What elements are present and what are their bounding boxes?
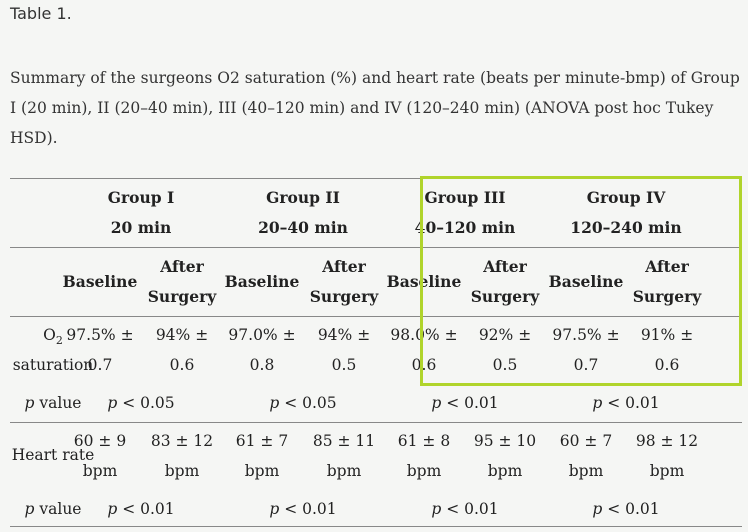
o2-value-line2: 0.5 [331,356,357,374]
row-label-hr-p: p value [10,494,96,524]
p-italic: p [431,500,442,518]
o2-value-line2: 0.8 [249,356,275,374]
hr-value-line2: bpm [487,462,523,480]
o2-value-line1: 94% ± [317,326,371,344]
p-value: < 0.05 [122,394,175,412]
subheader-after: After [645,257,689,276]
p-value: < 0.01 [607,500,660,518]
o2-subscript: 2 [55,334,63,348]
p-italic: p [24,394,35,412]
row-label-heart-rate: Heart rate [11,446,95,464]
subheader-baseline: Baseline [386,272,462,291]
p-italic: p [592,500,603,518]
hr-value-line1: 95 ± 10 [473,432,537,450]
hr-value-line2: bpm [82,462,118,480]
o2-value-line1: 97.5% ± [66,326,134,344]
o2-value-line2: 0.5 [492,356,518,374]
o2-value-line1: 94% ± [155,326,209,344]
o2-value-line1: 91% ± [640,326,694,344]
group-header-time: 20–40 min [258,218,348,237]
table-rule-top [10,178,742,179]
table-caption: Summary of the surgeons O2 saturation (%… [10,69,740,147]
row-label-o2-line2: saturation [12,356,94,374]
hr-value-line1: 60 ± 7 [559,432,613,450]
p-italic: p [431,394,442,412]
hr-p-value: p < 0.01 [222,494,384,524]
o2-p-value: p < 0.05 [222,388,384,418]
o2-value-line1: 98.0% ± [390,326,458,344]
subheader-surgery: Surgery [147,287,217,306]
p-value-text: value [34,500,82,518]
group-header-time: 20 min [110,218,172,237]
o2-value-line2: 0.7 [87,356,113,374]
row-label-o2-p: p value [10,388,96,418]
p-italic: p [269,394,280,412]
hr-value-line1: 60 ± 9 [73,432,127,450]
o2-p-value: p < 0.01 [545,388,707,418]
row-label-o2: O2 [10,320,96,356]
subheader-surgery: Surgery [470,287,540,306]
table-rule-header [10,247,742,248]
group-header-name: Group II [266,188,340,207]
p-italic: p [107,394,118,412]
o2-p-value: p < 0.01 [384,388,546,418]
hr-value-line2: bpm [568,462,604,480]
group-header-name: Group IV [586,188,666,207]
table-label: Table 1. [10,4,72,23]
p-value: < 0.01 [607,394,660,412]
group-header-name: Group I [107,188,175,207]
hr-value-line2: bpm [326,462,362,480]
group-header-time: 120–240 min [570,218,682,237]
o2-p-value: p < 0.05 [60,388,222,418]
subheader-baseline: Baseline [62,272,138,291]
hr-p-value: p < 0.01 [60,494,222,524]
o2-symbol: O [43,326,56,344]
o2-value-line2: 0.7 [573,356,599,374]
highlight-box [420,176,742,386]
table-rule-bottom [10,526,742,527]
hr-value-line2: bpm [244,462,280,480]
hr-value-line2: bpm [406,462,442,480]
subheader-surgery: Surgery [309,287,379,306]
o2-value-line1: 97.0% ± [228,326,296,344]
o2-value-line2: 0.6 [654,356,680,374]
subheader-baseline: Baseline [548,272,624,291]
hr-p-value: p < 0.01 [545,494,707,524]
subheader-after: After [483,257,527,276]
p-italic: p [269,500,280,518]
o2-value-line1: 97.5% ± [552,326,620,344]
hr-value-line1: 85 ± 11 [312,432,376,450]
subheader-after: After [322,257,366,276]
p-value: < 0.01 [284,500,337,518]
o2-value-line1: 92% ± [478,326,532,344]
o2-value-line2: 0.6 [411,356,437,374]
hr-p-value: p < 0.01 [384,494,546,524]
subheader-after: After [160,257,204,276]
p-italic: p [24,500,35,518]
p-value-text: value [34,394,82,412]
p-italic: p [592,394,603,412]
table-rule-o2 [10,422,742,423]
subheader-surgery: Surgery [632,287,702,306]
p-italic: p [107,500,118,518]
o2-value-line2: 0.6 [169,356,195,374]
p-value: < 0.01 [446,394,499,412]
hr-value-line1: 83 ± 12 [150,432,214,450]
table-rule-subheader [10,316,742,317]
hr-value-line1: 61 ± 8 [397,432,451,450]
group-header-name: Group III [424,188,506,207]
hr-value-line2: bpm [649,462,685,480]
p-value: < 0.01 [122,500,175,518]
p-value: < 0.05 [284,394,337,412]
p-value: < 0.01 [446,500,499,518]
group-header-time: 40–120 min [414,218,516,237]
hr-value-line1: 61 ± 7 [235,432,289,450]
hr-value-line1: 98 ± 12 [635,432,699,450]
subheader-baseline: Baseline [224,272,300,291]
hr-value-line2: bpm [164,462,200,480]
